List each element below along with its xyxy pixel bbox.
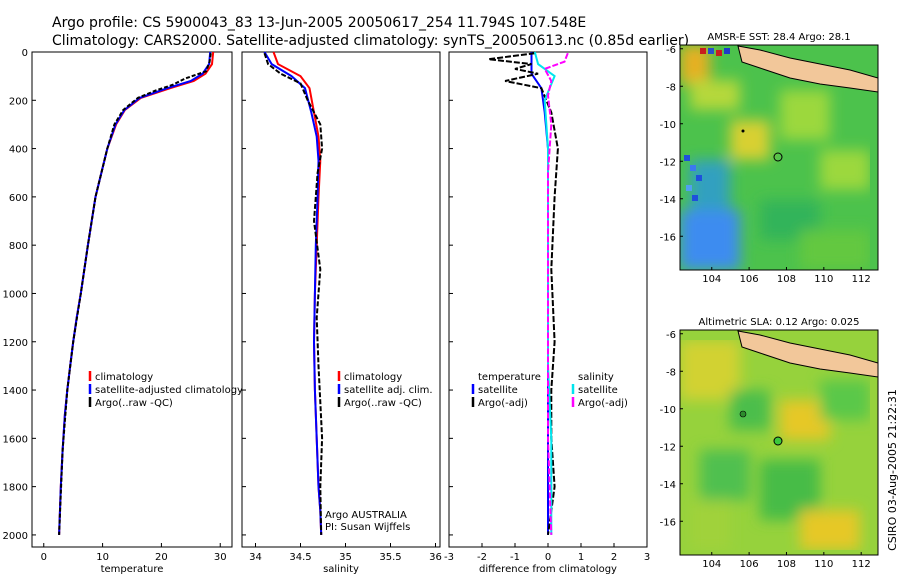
legend-label: climatology xyxy=(344,372,402,383)
plot-frame xyxy=(31,51,233,548)
java-landmass xyxy=(737,45,878,93)
side-timestamp: CSIRO 03-Aug-2005 21:22:31 xyxy=(886,389,899,551)
x-tick-label: 1 xyxy=(578,552,584,563)
temperature-profile-chart: 0 10 20 30 0 200 400 600 800 1000 1200 1400 1600 1800… xyxy=(3,48,243,575)
legend-label: temperature xyxy=(478,372,541,383)
x-tick-label: 30 xyxy=(214,552,227,563)
x-tick-label: 10 xyxy=(96,552,109,563)
map-x-tick-label: 110 xyxy=(814,559,833,570)
series-line xyxy=(263,52,324,535)
map-y-tick-label: -14 xyxy=(660,195,676,206)
difference-profile-chart: -3 -2 -1 0 1 2 3 difference from climatology tem… xyxy=(444,51,650,575)
map-y-tick-label: -8 xyxy=(666,367,676,378)
sst-map-title: AMSR-E SST: 28.4 Argo: 28.1 xyxy=(707,32,850,43)
y-tick-label: 1600 xyxy=(3,434,28,445)
secondary-marker xyxy=(741,129,745,133)
legend-label: satellite xyxy=(478,385,518,396)
y-tick-label: 1200 xyxy=(3,338,28,349)
y-tick-label: 800 xyxy=(9,241,28,252)
legend-label: satellite-adjusted climatology xyxy=(95,385,243,396)
map-y-tick-label: -10 xyxy=(660,405,676,416)
sla-map-title: Altimetric SLA: 0.12 Argo: 0.025 xyxy=(699,317,860,328)
map-x-tick-label: 106 xyxy=(740,559,759,570)
x-tick-label: 0 xyxy=(545,552,551,563)
map-y-tick-label: -16 xyxy=(660,232,676,243)
x-tick-label: 34.5 xyxy=(289,552,311,563)
x-tick-label: 36 xyxy=(429,552,442,563)
argo-position-marker xyxy=(773,152,783,162)
secondary-marker xyxy=(739,410,747,418)
annotation-text: PI: Susan Wijffels xyxy=(325,522,410,533)
x-axis-label: salinity xyxy=(323,564,359,575)
java-landmass xyxy=(737,330,878,378)
x-tick-label: -3 xyxy=(444,552,454,563)
map-y-tick-label: -10 xyxy=(660,120,676,131)
argo-position-marker xyxy=(773,436,783,446)
x-tick-label: 3 xyxy=(644,552,650,563)
salinity-profile-chart: 34 34.5 35 35.5 36 salinity climatology satelli… xyxy=(241,51,442,575)
map-y-tick-label: -12 xyxy=(660,442,676,453)
y-tick-label: 1800 xyxy=(3,483,28,494)
legend-label: satellite adj. clim. xyxy=(344,385,433,396)
y-tick-label: 2000 xyxy=(3,531,28,542)
map-y-tick-label: -16 xyxy=(660,517,676,528)
map-y-tick-label: -12 xyxy=(660,157,676,168)
legend-label: salinity xyxy=(578,372,614,383)
y-tick-label: 0 xyxy=(22,48,28,59)
x-tick-label: 20 xyxy=(155,552,168,563)
plot-frame xyxy=(241,51,441,548)
title-line-2: Climatology: CARS2000. Satellite-adjuste… xyxy=(52,33,689,49)
x-tick-label: 34 xyxy=(249,552,262,563)
map-x-tick-label: 112 xyxy=(852,559,871,570)
x-tick-label: 2 xyxy=(611,552,617,563)
title-line-1: Argo profile: CS 5900043_83 13-Jun-2005 … xyxy=(52,15,586,31)
map-x-tick-label: 108 xyxy=(777,274,796,285)
y-tick-label: 200 xyxy=(9,96,28,107)
sst-map: AMSR-E SST: 28.4 Argo: 28.1 104 106 108 110… xyxy=(660,32,879,285)
map-x-tick-label: 104 xyxy=(702,274,721,285)
map-x-tick-label: 106 xyxy=(740,274,759,285)
x-tick-label: 35 xyxy=(339,552,352,563)
map-x-tick-label: 104 xyxy=(702,559,721,570)
series-line xyxy=(58,53,212,535)
sla-map: Altimetric SLA: 0.12 Argo: 0.025 104 106 1… xyxy=(660,317,879,570)
x-tick-label: -2 xyxy=(477,552,487,563)
legend-label: Argo(..raw -QC) xyxy=(95,398,173,409)
map-y-tick-label: -8 xyxy=(666,82,676,93)
y-tick-label: 600 xyxy=(9,193,28,204)
map-x-tick-label: 110 xyxy=(814,274,833,285)
map-y-tick-label: -6 xyxy=(666,330,676,341)
x-tick-label: 35.5 xyxy=(379,552,401,563)
x-axis-label: difference from climatology xyxy=(479,564,617,575)
legend-label: climatology xyxy=(95,372,153,383)
map-y-tick-label: -6 xyxy=(666,45,676,56)
y-tick-label: 1000 xyxy=(3,289,28,300)
map-y-tick-label: -14 xyxy=(660,480,676,491)
map-x-tick-label: 112 xyxy=(852,274,871,285)
legend-label: Argo(-adj) xyxy=(478,398,528,409)
y-tick-label: 400 xyxy=(9,145,28,156)
legend-label: satellite xyxy=(578,385,618,396)
y-tick-label: 1400 xyxy=(3,386,28,397)
legend-label: Argo(-adj) xyxy=(578,398,628,409)
series-line xyxy=(543,52,569,535)
x-tick-label: -1 xyxy=(510,552,520,563)
annotation-text: Argo AUSTRALIA xyxy=(325,510,407,521)
map-x-tick-label: 108 xyxy=(777,559,796,570)
legend-label: Argo(..raw -QC) xyxy=(344,398,422,409)
x-axis-label: temperature xyxy=(101,564,164,575)
x-tick-label: 0 xyxy=(41,552,47,563)
series-line xyxy=(488,52,559,536)
